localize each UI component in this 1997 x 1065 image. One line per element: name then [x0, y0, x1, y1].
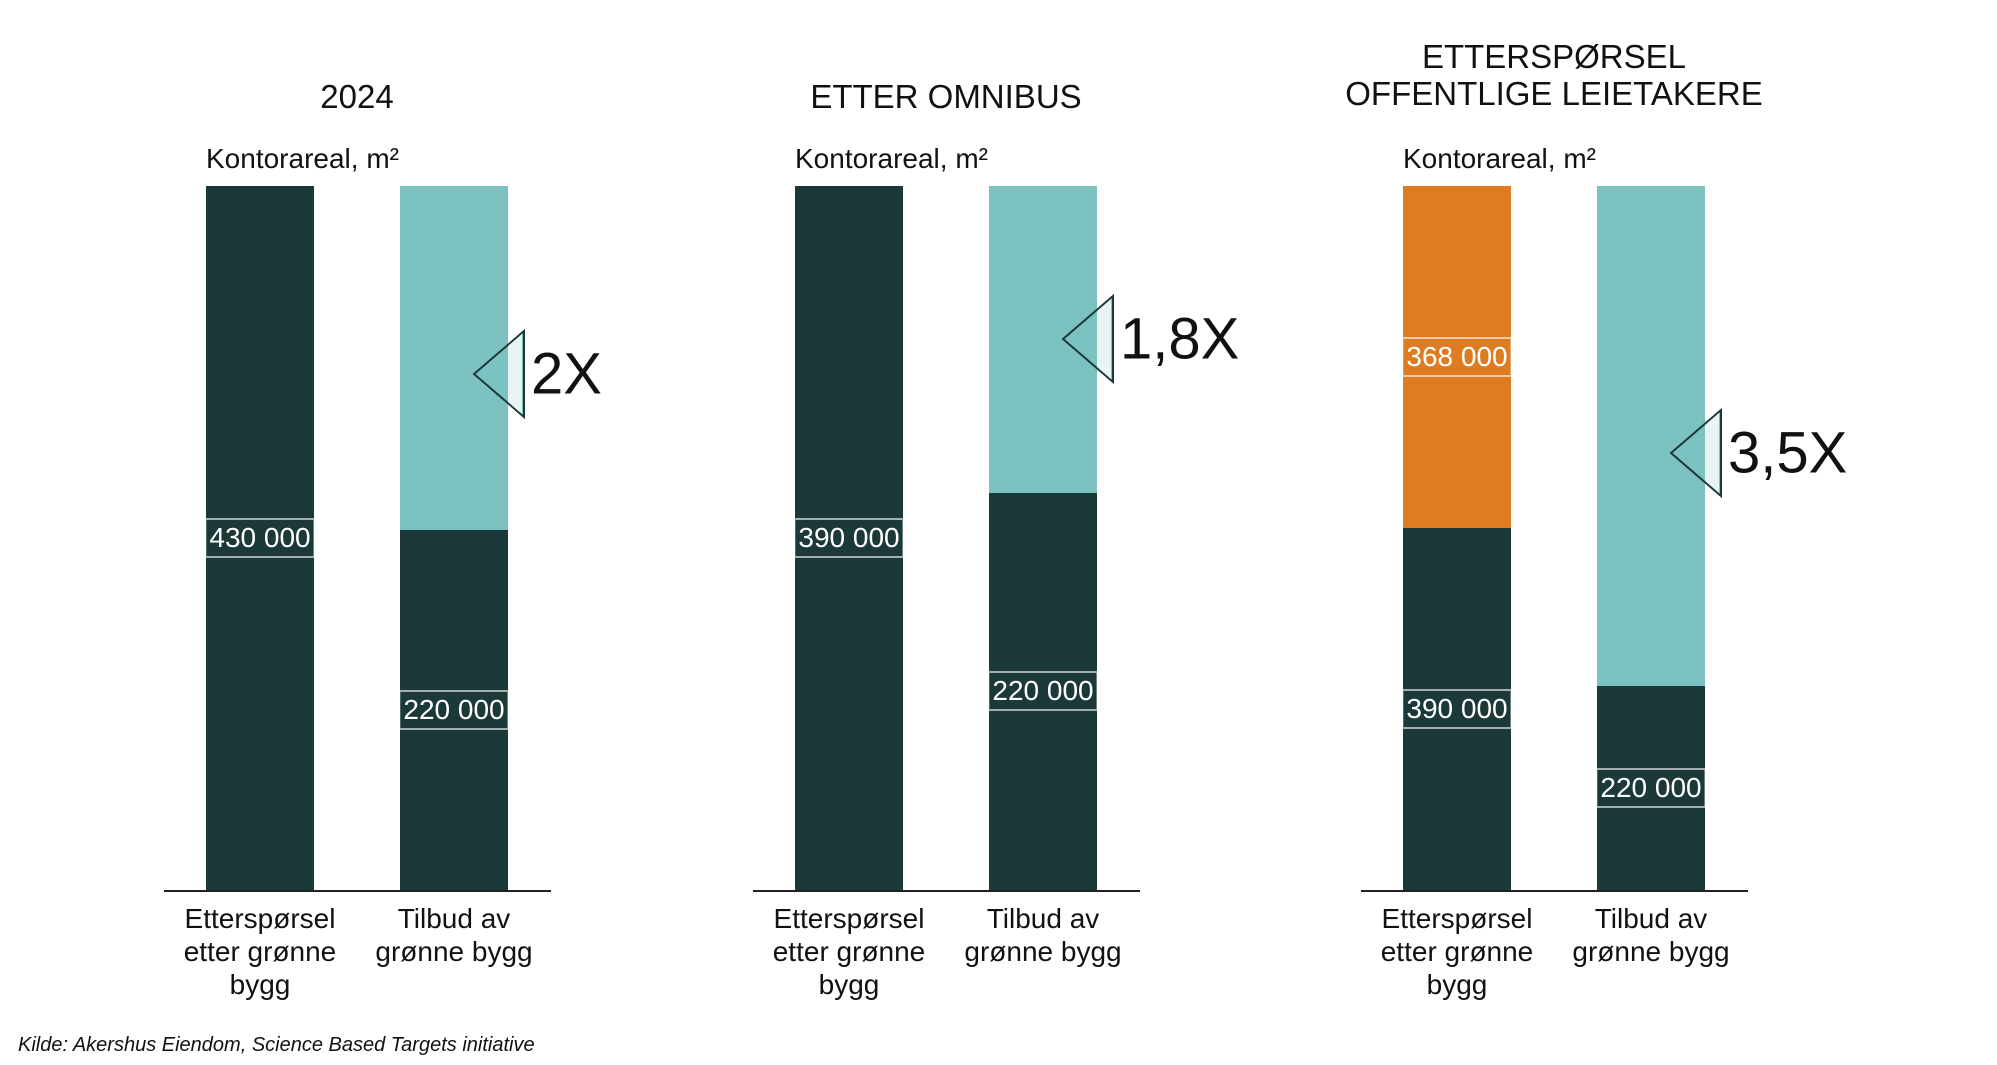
- annotation-arrow: [1669, 408, 1722, 498]
- value-label: 220 000: [987, 671, 1099, 712]
- annotation-arrow: [1061, 294, 1114, 384]
- panel-title: ETTERSPØRSEL OFFENTLIGE LEIETAKERE: [1345, 38, 1763, 112]
- value-label: 220 000: [1595, 767, 1707, 808]
- y-axis-label: Kontorareal, m²: [206, 143, 399, 174]
- y-axis-label: Kontorareal, m²: [1403, 143, 1596, 174]
- category-label: Tilbud av grønne bygg: [1572, 903, 1730, 967]
- value-label: 430 000: [204, 518, 316, 558]
- bar-segment: [400, 186, 508, 530]
- value-label: 390 000: [1401, 688, 1513, 729]
- category-label: Tilbud av grønne bygg: [375, 903, 533, 967]
- category-label: Etterspørsel etter grønne bygg: [183, 903, 337, 1000]
- y-axis-label: Kontorareal, m²: [795, 143, 988, 174]
- category-label: Tilbud av grønne bygg: [964, 903, 1122, 967]
- source: Kilde: Akershus Eiendom, Science Based T…: [18, 1034, 535, 1056]
- value-label: 390 000: [793, 518, 905, 558]
- annotation: 3,5X: [1728, 420, 1848, 486]
- annotation: 1,8X: [1120, 306, 1240, 372]
- bar-segment: [1597, 186, 1705, 686]
- panel-title: 2024: [320, 78, 394, 115]
- baseline: [1361, 890, 1748, 892]
- annotation-arrow: [472, 329, 525, 419]
- baseline: [753, 890, 1140, 892]
- baseline: [164, 890, 551, 892]
- annotation: 2X: [531, 341, 602, 407]
- category-label: Etterspørsel etter grønne bygg: [772, 903, 926, 1000]
- category-label: Etterspørsel etter grønne bygg: [1380, 903, 1534, 1000]
- panel-title: ETTER OMNIBUS: [810, 78, 1082, 115]
- value-label: 368 000: [1401, 336, 1513, 377]
- value-label: 220 000: [398, 689, 510, 730]
